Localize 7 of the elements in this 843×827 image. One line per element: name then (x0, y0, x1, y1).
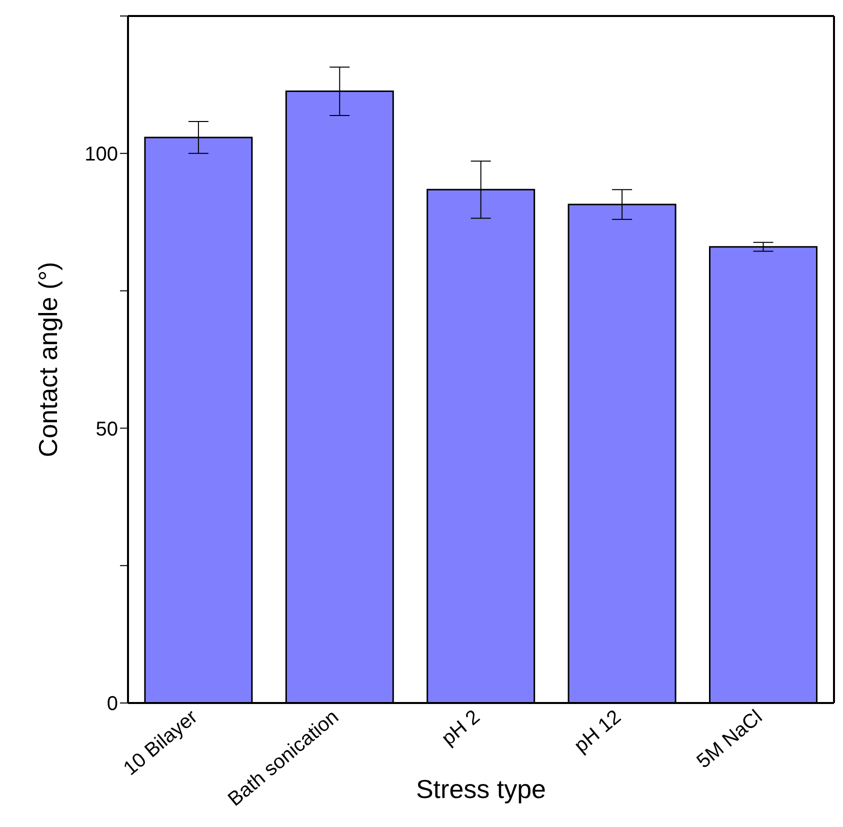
y-axis-title: Contact angle (°) (33, 262, 64, 458)
y-tick-label: 0 (106, 693, 118, 716)
x-tick-label: pH 2 (438, 706, 484, 750)
x-axis-title: Stress type (416, 774, 546, 804)
x-tick-label: pH 12 (570, 706, 626, 758)
y-tick-label: 100 (84, 144, 118, 166)
y-tick-label: 50 (96, 418, 118, 440)
